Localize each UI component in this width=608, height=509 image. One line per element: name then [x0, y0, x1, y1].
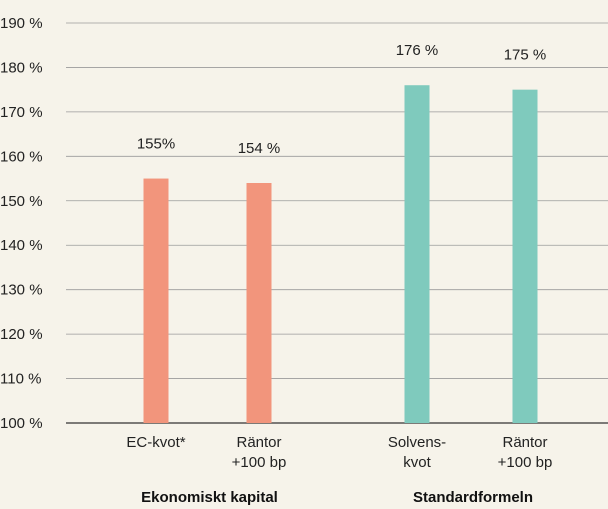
x-tick-label: EC-kvot* — [126, 434, 185, 451]
group-label: Ekonomiskt kapital — [141, 489, 278, 506]
group-label: Standardformeln — [413, 489, 533, 506]
data-labels: 155% 154 % 176 % 175 % — [137, 42, 546, 157]
bar — [246, 183, 272, 423]
y-tick-label: 120 % — [0, 326, 43, 343]
x-tick-label: Räntor — [502, 434, 547, 451]
data-label: 154 % — [238, 140, 281, 157]
x-tick-label: Solvens- — [388, 434, 446, 451]
x-tick-label: +100 bp — [232, 454, 287, 471]
x-tick-label: +100 bp — [498, 454, 553, 471]
y-tick-label: 190 % — [0, 15, 43, 32]
bars — [143, 85, 538, 424]
y-tick-label: 110 % — [0, 371, 41, 388]
y-tick-label: 160 % — [0, 148, 43, 165]
x-tick-label: kvot — [403, 454, 431, 471]
bar — [404, 85, 430, 423]
y-tick-label: 180 % — [0, 59, 43, 76]
y-axis-ticks: 100 % 110 % 120 % 130 % 140 % 150 % 160 % 170 %… — [0, 15, 43, 432]
data-label: 176 % — [396, 42, 439, 59]
x-axis-labels: EC-kvot* Räntor +100 bp Solvens-kvot Räntor +… — [126, 434, 552, 471]
data-label: 175 % — [504, 47, 547, 64]
y-tick-label: 170 % — [0, 104, 43, 121]
y-tick-label: 150 % — [0, 193, 43, 210]
data-label: 155% — [137, 136, 175, 153]
bar — [143, 178, 169, 423]
x-tick-label: Räntor — [236, 434, 281, 451]
y-tick-label: 140 % — [0, 237, 43, 254]
y-tick-label: 130 % — [0, 282, 43, 299]
bar — [512, 89, 538, 424]
y-tick-label: 100 % — [0, 415, 43, 432]
group-labels: Ekonomiskt kapital Standardformeln — [141, 489, 533, 506]
